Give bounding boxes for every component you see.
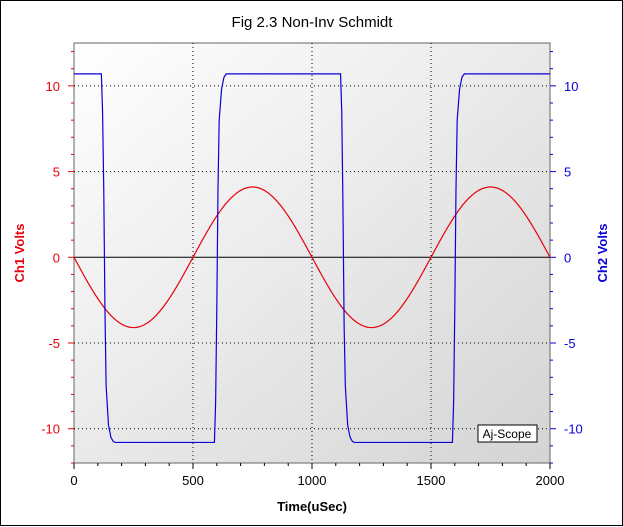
y-left-tick-label: 0: [53, 250, 60, 265]
y-right-tick-label: 5: [564, 165, 571, 180]
y-right-tick-label: -5: [564, 336, 576, 351]
y-axis-left-label: Ch1 Volts: [12, 224, 27, 283]
plot-area: [73, 42, 551, 464]
x-axis-label: Time(uSec): [277, 499, 347, 514]
y-right-tick-label: 10: [564, 79, 578, 94]
y-left-tick-label: -10: [41, 422, 60, 437]
y-right-tick-label: 0: [564, 250, 571, 265]
chart-title: Fig 2.3 Non-Inv Schmidt: [232, 14, 394, 31]
x-tick-label: 1000: [298, 473, 327, 488]
watermark-label: Aj-Scope: [483, 427, 532, 441]
grid: [74, 43, 550, 463]
y-left-tick-label: -5: [48, 336, 60, 351]
watermark: Aj-Scope: [477, 424, 538, 443]
series-ch1-line: [73, 186, 551, 329]
series-ch2-line: [74, 73, 550, 444]
axis-ticks: 0 500 1000 1500 2000 -10 -10 -5 -5 0 0 5 5 10 10: [41, 51, 583, 488]
y-left-tick-label: 10: [46, 79, 60, 94]
x-tick-label: 1500: [417, 473, 446, 488]
series-layer: [73, 73, 551, 444]
x-tick-label: 0: [70, 473, 77, 488]
y-axis-right-label: Ch2 Volts: [595, 224, 610, 283]
y-right-tick-label: -10: [564, 422, 583, 437]
x-tick-label: 500: [182, 473, 204, 488]
x-tick-label: 2000: [536, 473, 565, 488]
y-left-tick-label: 5: [53, 165, 60, 180]
